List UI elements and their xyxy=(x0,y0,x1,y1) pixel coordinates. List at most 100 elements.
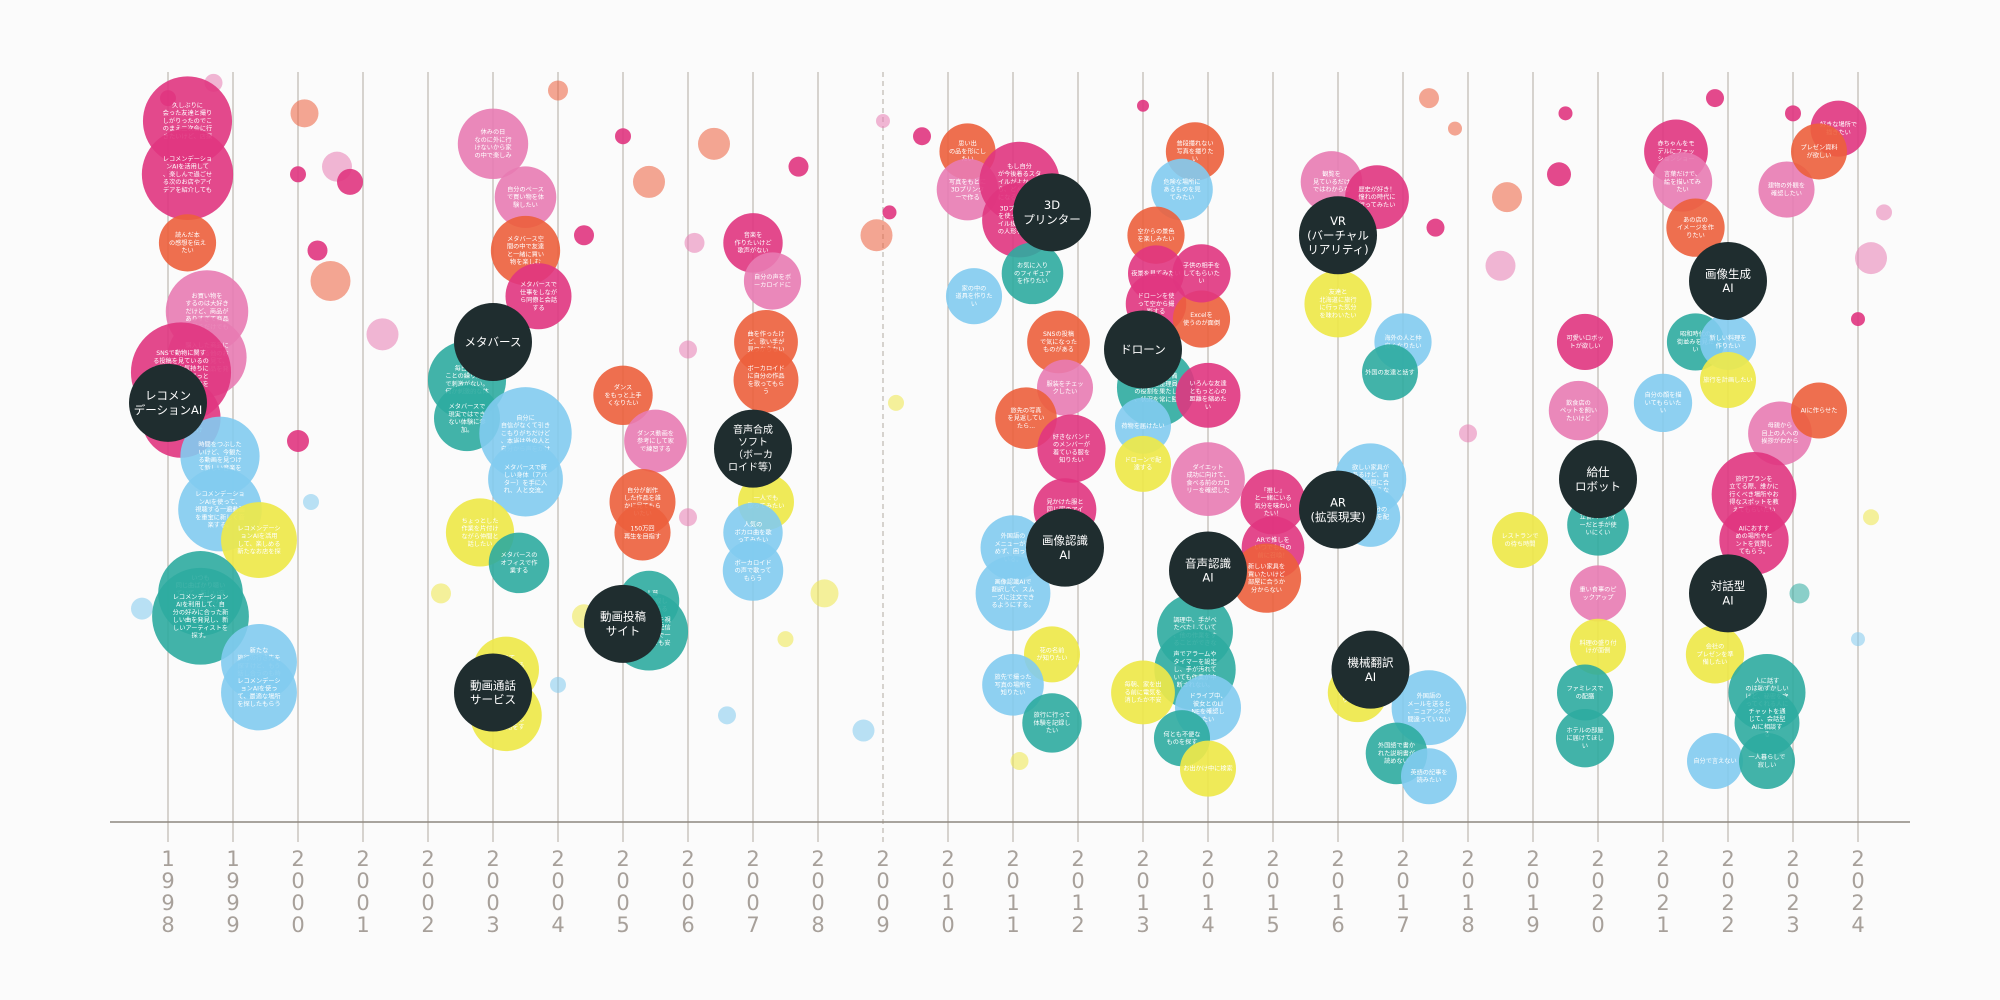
story-bubble: 会社のプレゼンを準備したい xyxy=(1685,625,1745,684)
bubble-text: 外国の友達と話す xyxy=(1365,368,1415,376)
story-bubble: 子供の相手をしてもらいたい xyxy=(1172,244,1231,303)
bubble-text: 観覧を見ているだけではわからな xyxy=(1313,170,1350,194)
tech-bubble: 動画通話サービス xyxy=(454,653,532,732)
bubble-text: ボーカロイドに自分の作品を歌ってもらう xyxy=(747,364,784,395)
story-bubble: 重い食事のピックアップ xyxy=(1569,565,1627,622)
decor-dot xyxy=(633,165,665,198)
tech-bubble-circle xyxy=(1169,531,1247,610)
story-bubble-circle xyxy=(1491,512,1549,569)
story-bubble: メタバースで仕事をしながら同僚と会話する xyxy=(505,263,572,330)
tech-bubble-label: AR (拡張現実) xyxy=(1311,495,1366,523)
story-bubble: 150万回再生を目指す xyxy=(614,504,671,561)
story-bubble: 旅行を計画したい xyxy=(1700,352,1756,409)
decor-dot xyxy=(777,631,794,648)
decor-dot xyxy=(913,127,931,146)
decor-dot xyxy=(1558,106,1573,121)
tech-bubble: VR (バーチャルリアリティ) xyxy=(1299,196,1377,275)
bubble-text: お出かけ中に検索 xyxy=(1183,765,1233,773)
story-bubble: メタバースのオフィスで作業する xyxy=(488,532,550,594)
decor-dot xyxy=(310,260,351,301)
bubble-text: 外国語で書かれた説明書が読めない xyxy=(1378,742,1416,766)
decor-dot xyxy=(1448,121,1462,136)
decor-dot xyxy=(860,219,893,252)
bubble-text: ダンスをもっと上手くなりたい xyxy=(604,384,641,408)
bubble-text: 料理の盛り付けが面倒 xyxy=(1579,639,1616,655)
bubble-text: 読んだ本の感想を伝えたい xyxy=(169,231,206,255)
bubble-text: 花の名前が知りたい xyxy=(1037,646,1068,662)
tech-bubble-circle xyxy=(1689,554,1767,633)
tech-bubble-label: 音声認識 AI xyxy=(1185,556,1231,584)
bubble-text: メタバースで現実ではできない体験に参加。 xyxy=(448,403,485,434)
story-bubble-circle xyxy=(945,268,1003,325)
tech-bubble-circle xyxy=(454,653,532,732)
story-bubble: 好きなバンドのメンバーが着ている服を知りたい xyxy=(1037,414,1106,483)
story-bubble-circle xyxy=(975,556,1051,631)
decor-dot xyxy=(1426,218,1445,237)
decor-dot xyxy=(1863,509,1879,526)
bubble-text: 海外の人と仲良くなりたい xyxy=(1384,334,1421,350)
decor-dot xyxy=(810,579,839,608)
story-bubble: レコメンデーション AIを利用して、自分の好みに合った新しい曲を発見し、新しいアー… xyxy=(152,567,249,665)
decor-dot xyxy=(287,430,309,452)
year-axis-labels: 1 9 9 8 1 9 9 9 2 0 0 0 2 0 0 1 2 0 0 2 2 0 0 3 2 0 0 4 2 0 0 5 2 0 0 6 2 0 0 7… xyxy=(161,847,1864,937)
story-bubble: 自分の顔を描いてもらいたい xyxy=(1633,373,1693,433)
bubble-text: プレゼン資料が欲しい xyxy=(1800,144,1837,160)
bubble-text: レストランでの待ち時間 xyxy=(1501,533,1538,548)
story-bubble: 毎朝、家を出る前に電気を消したか不安 xyxy=(1111,660,1175,725)
story-bubble: 飲食店のペットを飼いたいけど xyxy=(1548,380,1609,441)
decor-dot xyxy=(131,597,153,620)
bubble-text: 子供の相手をしてもらいたい xyxy=(1183,262,1220,286)
story-bubble: 休みの日なのに外に行けないから家の中で楽しみ xyxy=(457,108,529,180)
decor-dot xyxy=(876,113,890,128)
story-bubble-circle xyxy=(1172,244,1231,303)
decor-dot xyxy=(888,394,904,411)
story-bubble: ボーカロイドの声で歌ってもらう xyxy=(722,540,784,601)
decor-dot xyxy=(882,205,897,220)
story-bubble: 「推し」と一緒にいる気分を味わいたい！ xyxy=(1240,469,1306,535)
story-bubble-circle xyxy=(152,567,249,665)
bubble-text: 重い食事のピックアップ xyxy=(1579,586,1616,602)
bubble-text: レコメンデーションAIを活用して、楽しんで過ごせる次のお店やアイデアを紹介しても xyxy=(163,155,212,194)
story-bubble-circle xyxy=(1175,362,1241,428)
tech-bubble-circle xyxy=(1299,470,1377,549)
bubble-text: 普段撮れない写真を撮りたい xyxy=(1176,140,1213,164)
story-bubble-circle xyxy=(614,504,671,561)
story-bubble-circle xyxy=(1362,344,1418,401)
story-bubble-circle xyxy=(1151,158,1213,221)
story-bubble: 自分のペースで買い物を体験したい xyxy=(494,166,557,228)
bubble-text: 旅先で撮った写真の場所を知りたい xyxy=(994,673,1031,697)
bubble-text: 自分の顔を描いてもらいたい xyxy=(1644,391,1681,415)
story-bubble: ダンスをもっと上手くなりたい xyxy=(593,365,653,425)
story-bubble: レストランでの待ち時間 xyxy=(1491,512,1549,569)
bubble-text: 150万回再生を目指す xyxy=(624,526,661,541)
story-bubble: 旅行に行って体験を記録したい xyxy=(1022,693,1082,753)
decor-dot xyxy=(1485,250,1516,281)
story-bubble-circle xyxy=(1037,414,1106,483)
bubble-text: ドローンを使って空から撮影する xyxy=(1138,292,1176,316)
bubble-text: 会社のプレゼンを準備したい xyxy=(1696,643,1733,667)
decor-dot xyxy=(1547,162,1571,187)
tech-bubble-circle xyxy=(1013,173,1091,252)
story-bubble-circle xyxy=(1700,352,1756,409)
bubble-text: お気に入りのフィギュアを作りたい xyxy=(1014,262,1051,286)
story-bubble-circle xyxy=(733,347,799,413)
story-bubble-circle xyxy=(488,532,550,594)
story-bubble: 画像認識AIで翻訳して、スムーズに注文できるようにする。 xyxy=(975,556,1051,631)
decor-dot xyxy=(550,676,566,693)
story-bubble: 危険な場所にあるものを見てみたい xyxy=(1151,158,1213,221)
story-bubble-circle xyxy=(1557,664,1613,721)
bubble-text: ダンス動画を参考にして家で練習する xyxy=(637,429,674,453)
tech-bubble-label: メタバース xyxy=(465,334,522,348)
tech-bubble-label: 対話型 AI xyxy=(1711,579,1746,607)
story-bubble-circle xyxy=(1652,152,1713,212)
story-bubble: レコメンデーションAIを活用して、楽しんで過ごせる次のお店やアイデアを紹介しても xyxy=(141,128,234,220)
decor-dot xyxy=(303,493,319,510)
story-bubble-circle xyxy=(1231,543,1302,613)
